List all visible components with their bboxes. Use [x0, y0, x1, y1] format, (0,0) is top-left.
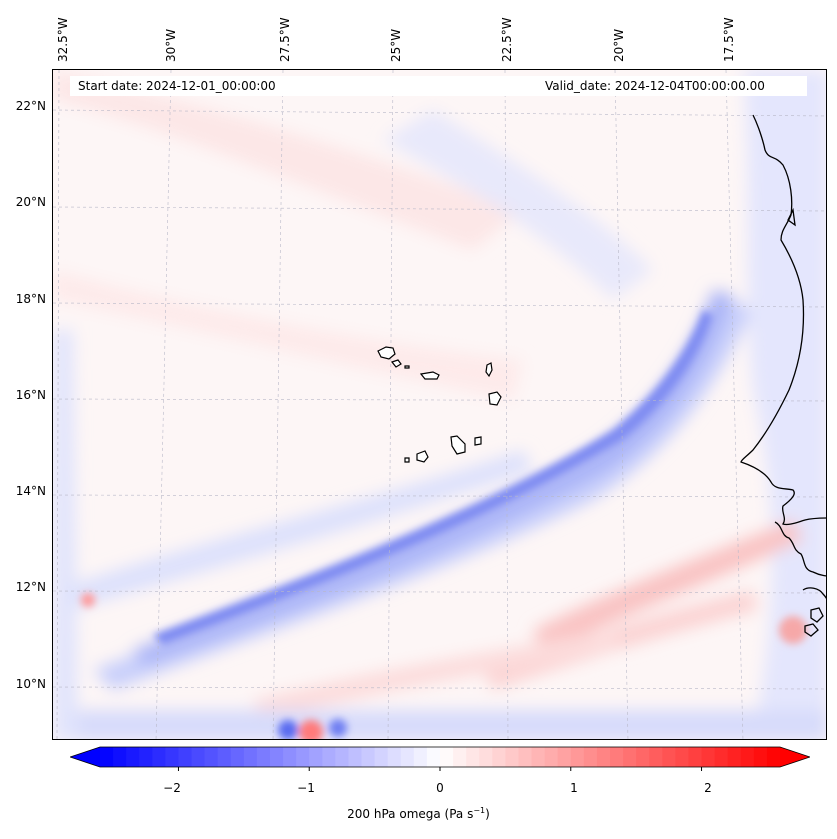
lon-label: 17.5°W [722, 17, 736, 62]
colorbar-segment [518, 747, 533, 767]
colorbar-segment [152, 747, 166, 767]
colorbar-segment [400, 747, 415, 767]
lat-label: 20°N [15, 195, 46, 209]
colorbar-segment [256, 747, 271, 767]
colorbar-segment [426, 747, 441, 767]
colorbar-segment [753, 747, 768, 767]
colorbar-segment [217, 747, 232, 767]
colorbar-label-prefix: 200 hPa omega (Pa s [347, 807, 474, 821]
valid-date-label: Valid_date: 2024-12-04T00:00:00.00 [545, 79, 765, 93]
colorbar-segment [531, 747, 546, 767]
colorbar-segment [492, 747, 506, 767]
colorbar-segment [544, 747, 559, 767]
colorbar [68, 745, 812, 775]
start-date-label: Start date: 2024-12-01_00:00:00 [78, 79, 276, 93]
colorbar-segment [701, 747, 716, 767]
colorbar-segment [636, 747, 650, 767]
colorbar-segment [649, 747, 663, 767]
colorbar-label-exponent: −1 [473, 806, 486, 815]
colorbar-tick-label: 2 [704, 781, 712, 795]
map-panel [52, 69, 827, 740]
island-outlines [377, 346, 502, 463]
colorbar-segment [440, 747, 454, 767]
colorbar-segment [270, 747, 284, 767]
colorbar-segment [557, 747, 572, 767]
colorbar-segment [309, 747, 323, 767]
lon-label: 27.5°W [278, 17, 292, 62]
colorbar-segment [453, 747, 467, 767]
colorbar-segment [623, 747, 637, 767]
colorbar-segment [387, 747, 402, 767]
colorbar-segment [113, 747, 127, 767]
coastline [740, 114, 826, 637]
colorbar-segment [413, 747, 428, 767]
lat-label: 18°N [15, 292, 46, 306]
colorbar-segment [230, 747, 245, 767]
colorbar-segment [126, 747, 140, 767]
colorbar-label: 200 hPa omega (Pa s−1) [0, 806, 837, 821]
lat-label: 16°N [15, 388, 46, 402]
colorbar-segment [322, 747, 336, 767]
field-detail [81, 310, 807, 739]
colorbar-segment [740, 747, 755, 767]
lon-label: 25°W [389, 28, 403, 62]
lat-label: 22°N [15, 99, 46, 113]
colorbar-segment [662, 747, 676, 767]
colorbar-segment [374, 747, 389, 767]
colorbar-segment [479, 747, 493, 767]
colorbar-segment [335, 747, 349, 767]
colorbar-segment [178, 747, 193, 767]
colorbar-tick-label: −1 [297, 781, 315, 795]
colorbar-extend-max [780, 747, 810, 767]
omega-field [53, 70, 826, 739]
colorbar-segment [204, 747, 219, 767]
colorbar-tick-label: 1 [570, 781, 578, 795]
colorbar-tick-label: −2 [163, 781, 181, 795]
lat-label: 14°N [15, 484, 46, 498]
colorbar-label-suffix: ) [485, 807, 490, 821]
gridlines [53, 70, 826, 739]
colorbar-segment [348, 747, 363, 767]
colorbar-segment [466, 747, 480, 767]
colorbar-segment [191, 747, 206, 767]
colorbar-segment [139, 747, 153, 767]
date-banner [70, 76, 807, 96]
colorbar-tick-label: 0 [436, 781, 444, 795]
lon-label: 30°W [164, 28, 178, 62]
colorbar-segment [100, 747, 114, 767]
field-shading [53, 70, 826, 739]
lon-label: 20°W [612, 28, 626, 62]
colorbar-segment [688, 747, 703, 767]
lat-label: 12°N [15, 580, 46, 594]
colorbar-segment [296, 747, 310, 767]
colorbar-segment [714, 747, 729, 767]
colorbar-extend-min [70, 747, 100, 767]
lon-label: 32.5°W [56, 17, 70, 62]
colorbar-segment [165, 747, 179, 767]
colorbar-segment [243, 747, 258, 767]
colorbar-segment [361, 747, 376, 767]
colorbar-segment [505, 747, 519, 767]
colorbar-segment [570, 747, 585, 767]
colorbar-segment [675, 747, 689, 767]
lat-label: 10°N [15, 677, 46, 691]
colorbar-segment [596, 747, 611, 767]
colorbar-segment [583, 747, 598, 767]
colorbar-gradient [68, 746, 812, 771]
colorbar-segment [283, 747, 297, 767]
colorbar-segment [610, 747, 624, 767]
colorbar-segment [727, 747, 742, 767]
lon-label: 22.5°W [500, 17, 514, 62]
colorbar-segment [766, 747, 781, 767]
